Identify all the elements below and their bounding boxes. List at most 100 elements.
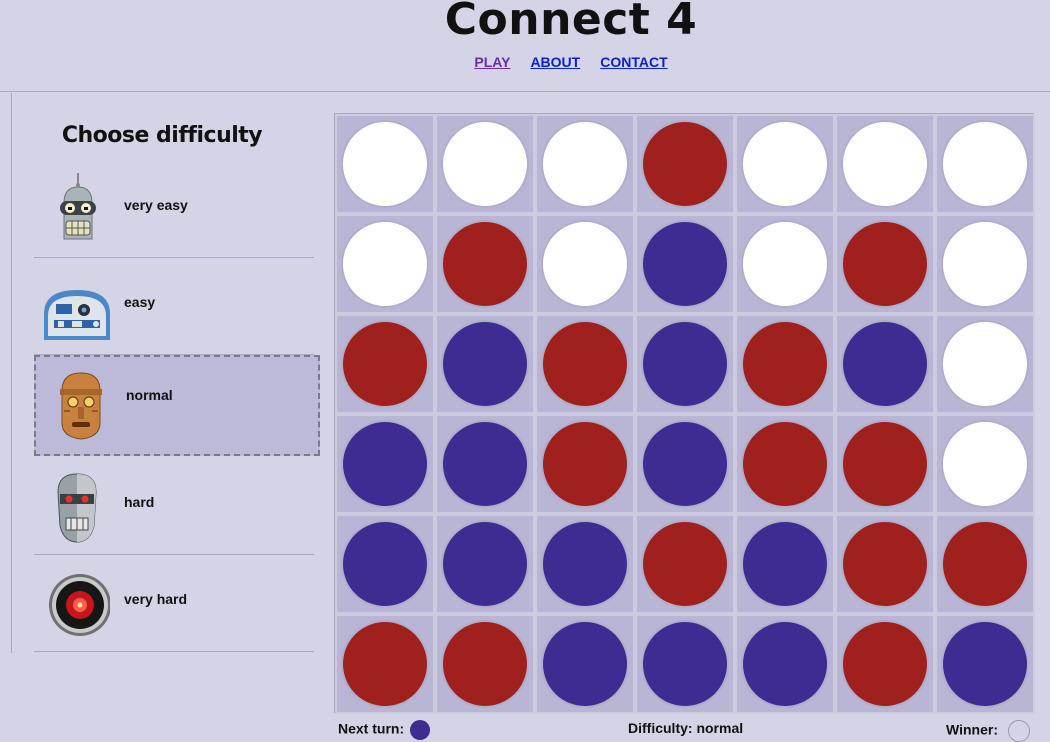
board-cell[interactable] [735, 214, 835, 314]
board-cell[interactable] [435, 614, 535, 714]
board-cell[interactable] [635, 414, 735, 514]
board-cell[interactable] [635, 614, 735, 714]
red-disc [741, 420, 829, 508]
board-cell[interactable] [935, 214, 1035, 314]
main-nav: PLAY ABOUT CONTACT [0, 54, 1050, 70]
blue-disc [341, 420, 429, 508]
blue-disc [941, 620, 1029, 708]
board-cell[interactable] [935, 314, 1035, 414]
blue-disc [541, 520, 629, 608]
board-cell[interactable] [535, 514, 635, 614]
next-turn-label: Next turn: [338, 720, 405, 737]
red-disc [741, 320, 829, 408]
board-cell[interactable] [935, 614, 1035, 714]
red-disc [841, 420, 929, 508]
board-cell[interactable] [535, 214, 635, 314]
blue-disc [441, 320, 529, 408]
bender-robot-icon [60, 173, 96, 240]
board-cell[interactable] [635, 214, 735, 314]
blue-disc [841, 320, 929, 408]
empty-slot [341, 220, 429, 308]
board-cell[interactable] [835, 114, 935, 214]
board-cell[interactable] [335, 514, 435, 614]
next-turn-indicator: Next turn: [338, 720, 431, 740]
difficulty-very-hard[interactable]: very hard [34, 555, 314, 652]
board-cell[interactable] [535, 314, 635, 414]
board-cell[interactable] [735, 314, 835, 414]
red-disc [441, 620, 529, 708]
board-cell[interactable] [335, 414, 435, 514]
board-cell[interactable] [535, 114, 635, 214]
next-turn-disc [410, 720, 431, 740]
blue-disc [741, 520, 829, 608]
empty-slot [741, 120, 829, 208]
empty-slot [741, 220, 829, 308]
c3po-robot-icon [60, 372, 102, 440]
board-cell[interactable] [435, 214, 535, 314]
board-cell[interactable] [635, 514, 735, 614]
board-cell[interactable] [335, 114, 435, 214]
board-cell[interactable] [935, 414, 1035, 514]
board-cell[interactable] [835, 514, 935, 614]
board-cell[interactable] [835, 414, 935, 514]
board-cell[interactable] [335, 214, 435, 314]
difficulty-label: hard [124, 494, 155, 510]
board-cell[interactable] [835, 214, 935, 314]
board-cell[interactable] [835, 614, 935, 714]
blue-disc [441, 420, 529, 508]
red-disc [841, 620, 929, 708]
difficulty-normal[interactable]: normal [34, 355, 320, 456]
difficulty-label: very easy [124, 197, 188, 213]
difficulty-panel: Choose difficulty very easy easy [11, 93, 321, 653]
empty-slot [941, 420, 1029, 508]
red-disc [341, 320, 429, 408]
board-cell[interactable] [435, 314, 535, 414]
board-cell[interactable] [535, 414, 635, 514]
blue-disc [341, 520, 429, 608]
nav-contact-link[interactable]: CONTACT [600, 54, 668, 70]
winner-indicator: Winner: [946, 720, 1030, 742]
hal9000-eye-icon [49, 574, 110, 636]
board-cell[interactable] [535, 614, 635, 714]
board-cell[interactable] [435, 414, 535, 514]
difficulty-very-easy[interactable]: very easy [34, 161, 314, 258]
board-cell[interactable] [735, 514, 835, 614]
empty-slot [941, 120, 1029, 208]
blue-disc [641, 420, 729, 508]
board-cell[interactable] [435, 114, 535, 214]
board-cell[interactable] [735, 414, 835, 514]
board-cell[interactable] [735, 614, 835, 714]
page-title: Connect 4 [444, 0, 698, 45]
board-cell[interactable] [435, 514, 535, 614]
blue-disc [641, 320, 729, 408]
r2d2-robot-icon [44, 290, 110, 340]
red-disc [841, 520, 929, 608]
difficulty-hard[interactable]: hard [34, 458, 314, 555]
empty-slot [541, 120, 629, 208]
blue-disc [541, 620, 629, 708]
red-disc [841, 220, 929, 308]
difficulty-label: easy [124, 294, 156, 310]
red-disc [641, 120, 729, 208]
board-cell[interactable] [935, 514, 1035, 614]
board-cell[interactable] [635, 314, 735, 414]
red-disc [541, 420, 629, 508]
board-cell[interactable] [835, 314, 935, 414]
board-cell[interactable] [735, 114, 835, 214]
empty-slot [841, 120, 929, 208]
difficulty-heading: Choose difficulty [61, 123, 263, 148]
board-cell[interactable] [935, 114, 1035, 214]
red-disc [941, 520, 1029, 608]
board-cell[interactable] [335, 314, 435, 414]
board-cell[interactable] [635, 114, 735, 214]
nav-play-link[interactable]: PLAY [474, 54, 511, 70]
blue-disc [741, 620, 829, 708]
difficulty-label: very hard [124, 591, 188, 607]
blue-disc [441, 520, 529, 608]
nav-about-link[interactable]: ABOUT [530, 54, 581, 70]
empty-slot [341, 120, 429, 208]
difficulty-easy[interactable]: easy [34, 258, 314, 355]
board-cell[interactable] [335, 614, 435, 714]
difficulty-status: Difficulty: normal [628, 720, 744, 736]
red-disc [641, 520, 729, 608]
